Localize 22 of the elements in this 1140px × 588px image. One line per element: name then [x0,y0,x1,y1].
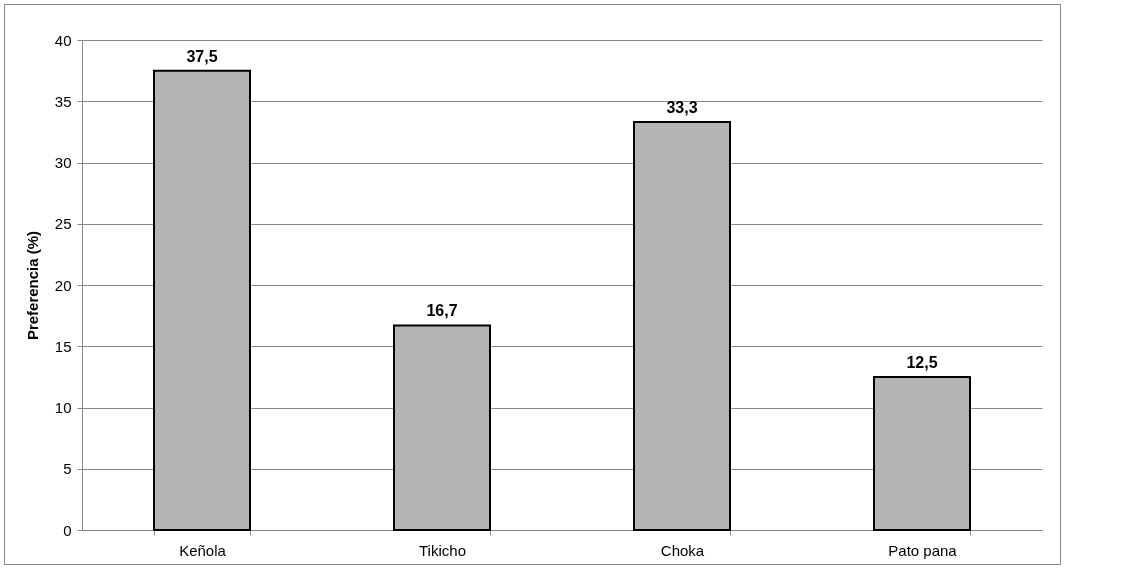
y-tick-label: 5 [63,460,72,478]
data-label: 33,3 [666,99,698,117]
bar [393,324,491,531]
data-label: 16,7 [426,302,458,320]
y-tick-label: 40 [54,31,72,49]
x-tick-label: Keñola [179,541,227,559]
y-tick-label: 0 [63,521,72,539]
y-tick-label: 10 [54,399,72,416]
x-tick-label: Choka [660,541,705,559]
y-axis-title: Preferencia (%) [23,230,41,341]
y-tick-label: 30 [54,154,72,171]
bar [153,69,251,531]
y-tick-label: 25 [54,215,72,233]
y-tick-label: 35 [54,92,72,110]
y-tick-label: 15 [54,337,72,355]
x-tick-label: Tikicho [419,541,466,559]
x-tick-label: Pato pana [888,541,958,559]
data-label: 12,5 [906,353,938,371]
bar [873,375,971,531]
bar [633,121,731,531]
y-tick-label: 20 [54,276,72,294]
data-label: 37,5 [186,47,218,65]
